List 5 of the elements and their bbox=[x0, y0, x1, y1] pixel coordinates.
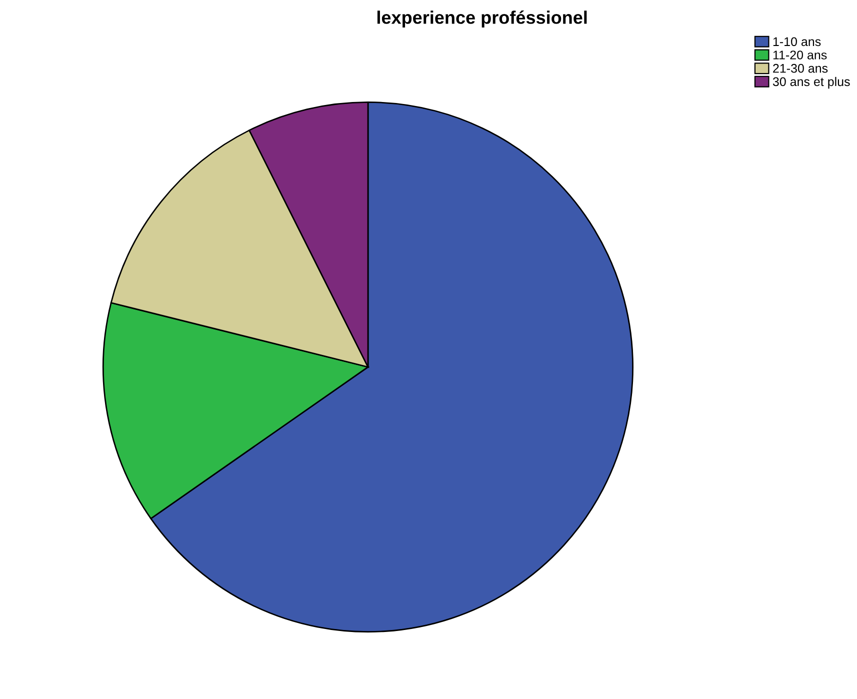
legend-label: 21-30 ans bbox=[773, 64, 828, 73]
legend-label: 30 ans et plus bbox=[772, 76, 850, 89]
legend-label: 1-10 ans bbox=[773, 37, 821, 46]
chart-title: lexperience proféssionel bbox=[377, 10, 587, 28]
legend-label: 11-20 ans bbox=[773, 50, 827, 60]
